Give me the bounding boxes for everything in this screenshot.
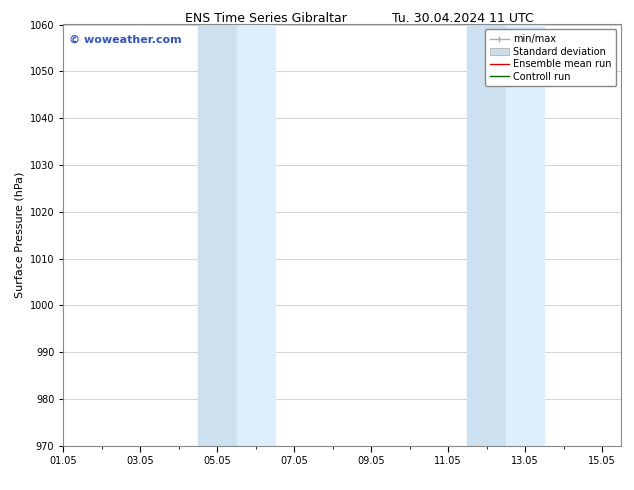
Text: © woweather.com: © woweather.com	[69, 35, 181, 45]
Bar	[236, 24, 275, 446]
Text: Tu. 30.04.2024 11 UTC: Tu. 30.04.2024 11 UTC	[392, 12, 534, 25]
Text: ENS Time Series Gibraltar: ENS Time Series Gibraltar	[185, 12, 347, 25]
Bar	[506, 24, 545, 446]
Bar	[467, 24, 506, 446]
Legend: min/max, Standard deviation, Ensemble mean run, Controll run: min/max, Standard deviation, Ensemble me…	[485, 29, 616, 86]
Bar	[198, 24, 236, 446]
Y-axis label: Surface Pressure (hPa): Surface Pressure (hPa)	[14, 172, 24, 298]
